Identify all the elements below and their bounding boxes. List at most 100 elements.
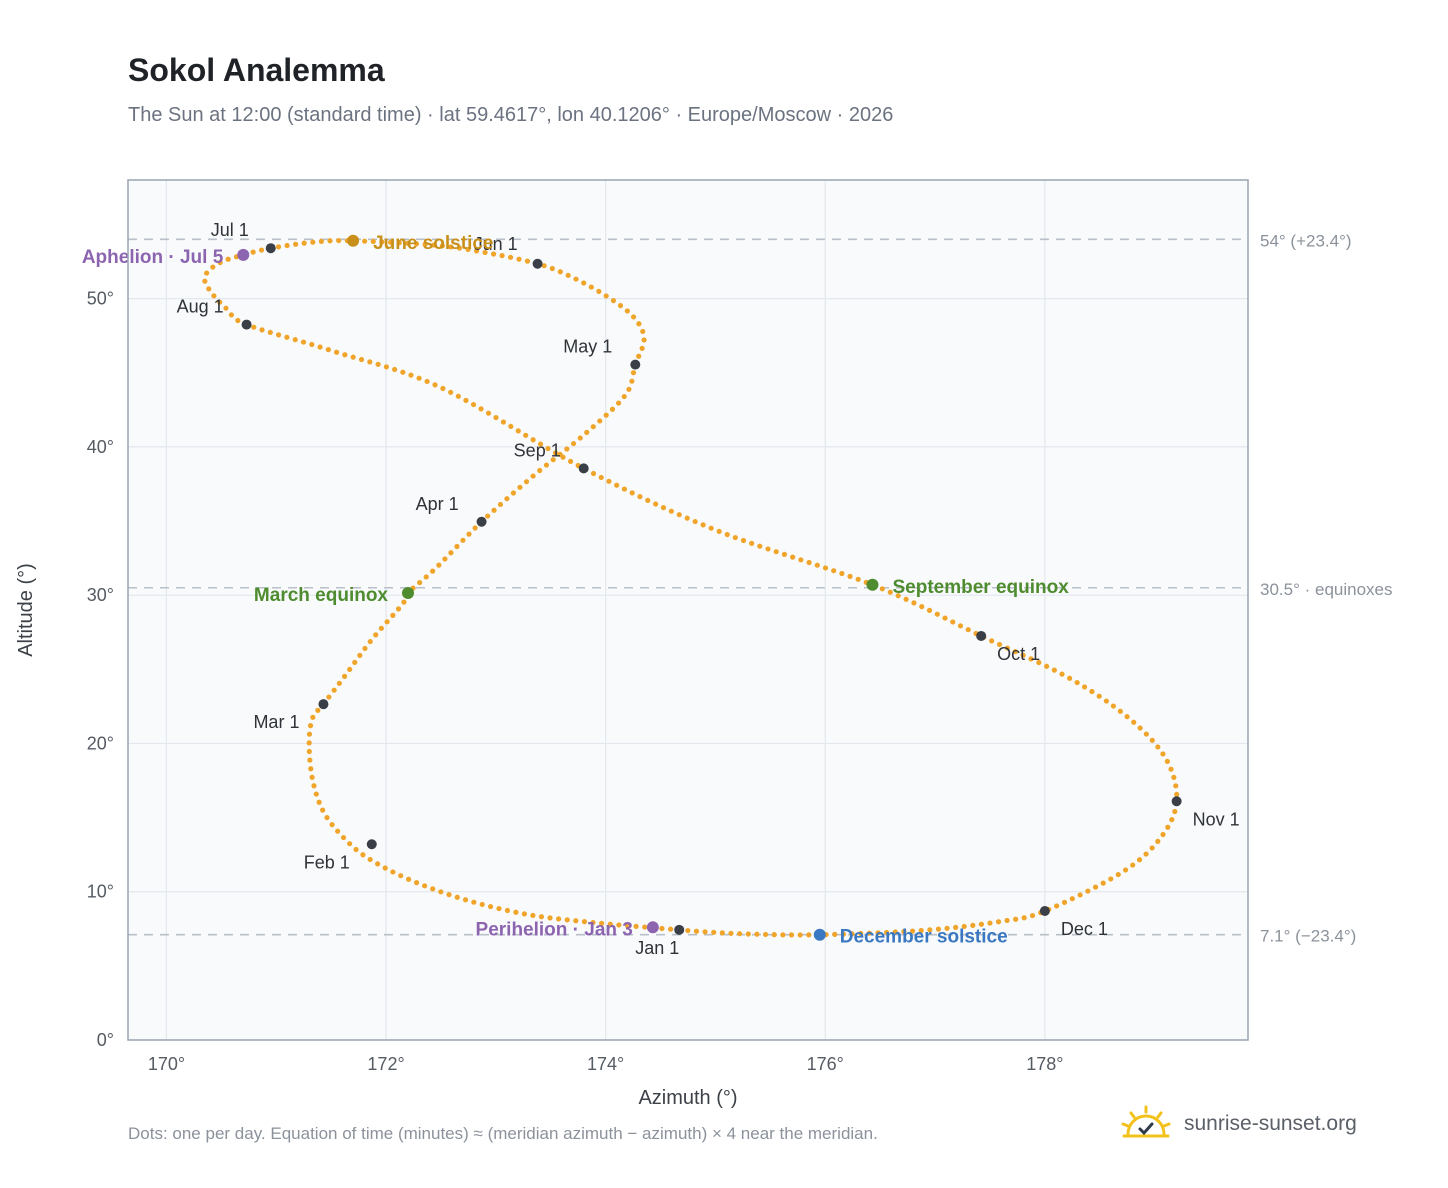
day-dot <box>1021 915 1027 921</box>
day-dot <box>436 562 442 568</box>
day-dot <box>463 397 469 403</box>
x-axis-label: Azimuth (°) <box>638 1087 737 1109</box>
day-dot <box>499 253 505 259</box>
day-dot <box>822 565 829 571</box>
day-dot <box>485 513 491 519</box>
y-tick-label: 10° <box>87 882 114 902</box>
day-dot <box>482 249 488 256</box>
day-dot <box>336 680 342 686</box>
chart-subtitle: The Sun at 12:00 (standard time) · lat 5… <box>128 104 894 126</box>
day-dot <box>1108 876 1114 882</box>
day-dot <box>500 419 507 425</box>
day-dot <box>1069 896 1075 902</box>
day-dot <box>358 356 365 363</box>
reference-line-label: 30.5° · equinoxes <box>1260 580 1393 599</box>
day-dot <box>570 440 577 447</box>
day-dot <box>275 244 282 250</box>
day-dot <box>771 932 777 938</box>
day-dot <box>470 401 477 408</box>
day-dot <box>659 925 665 932</box>
day-dot <box>1067 675 1073 681</box>
day-dot <box>773 549 779 555</box>
day-dot <box>590 919 596 926</box>
day-dot <box>757 543 763 549</box>
day-dot <box>471 899 477 905</box>
day-dot <box>1172 808 1178 815</box>
day-dot <box>504 496 510 502</box>
day-dot <box>384 619 390 625</box>
day-dot <box>515 428 521 434</box>
day-dot <box>737 931 743 937</box>
day-dot <box>309 774 315 780</box>
day-dot <box>430 568 436 574</box>
day-dot <box>325 347 331 353</box>
month-marker <box>318 699 329 710</box>
day-dot <box>953 924 959 931</box>
day-dot <box>629 490 635 496</box>
day-dot <box>524 258 531 264</box>
day-dot <box>1160 831 1166 838</box>
day-dot <box>633 923 639 929</box>
day-dot <box>379 239 385 245</box>
day-dot <box>879 586 885 592</box>
day-dot <box>390 612 396 618</box>
event-marker <box>347 234 360 247</box>
day-dot <box>918 927 924 934</box>
axes: 170° 172° 174° 176° 178° 0° 10° 20° 30° 40° 50° Azi… <box>15 289 1063 1109</box>
day-dot <box>1092 884 1099 890</box>
day-dot <box>1130 862 1136 868</box>
day-dot <box>530 473 536 479</box>
day-dot <box>1124 714 1130 720</box>
month-marker <box>630 359 641 370</box>
day-dot <box>636 353 642 359</box>
x-tick-label: 172° <box>367 1054 404 1074</box>
day-dot <box>732 534 738 541</box>
x-tick-label: 176° <box>807 1054 844 1074</box>
month-label: Nov 1 <box>1193 809 1240 829</box>
day-dot <box>413 880 420 886</box>
day-dot <box>676 512 682 518</box>
day-dot <box>567 458 574 464</box>
day-dot <box>352 659 358 665</box>
day-dot <box>432 382 438 388</box>
day-dot <box>537 441 544 447</box>
y-axis-label: Altitude (°) <box>15 563 37 657</box>
day-dot <box>543 462 550 468</box>
day-dot <box>455 393 461 399</box>
month-label: Jul 1 <box>211 220 249 240</box>
day-dot <box>523 479 530 485</box>
day-dot <box>927 927 933 933</box>
day-dot <box>400 369 406 375</box>
day-dot <box>639 345 645 351</box>
event-label: Perihelion · Jan 3 <box>476 919 633 940</box>
day-dot <box>523 432 529 438</box>
day-dot <box>1136 857 1143 863</box>
month-label: Apr 1 <box>416 494 459 514</box>
day-dot <box>306 740 312 746</box>
day-dot <box>1028 656 1034 662</box>
day-dot <box>507 254 514 260</box>
day-dot <box>357 652 363 658</box>
day-dot <box>316 799 322 805</box>
day-dot <box>310 239 316 245</box>
day-dot <box>840 931 847 937</box>
month-marker <box>578 463 589 474</box>
day-dot <box>333 349 340 355</box>
day-dot <box>326 694 332 700</box>
day-dot <box>350 354 356 360</box>
event-label: March equinox <box>254 585 389 606</box>
day-dot <box>318 238 325 244</box>
day-dot <box>668 508 674 514</box>
day-dot <box>313 791 319 797</box>
reference-lines: 54° (+23.4°) 30.5° · equinoxes 7.1° (−23.4… <box>128 231 1393 946</box>
day-dot <box>1044 663 1050 669</box>
day-dot <box>1061 899 1068 905</box>
day-dot <box>310 714 316 720</box>
brand[interactable]: sunrise-sunset.org <box>1120 1102 1357 1146</box>
day-dot <box>616 922 622 928</box>
day-dot <box>204 270 210 276</box>
day-dot <box>573 276 579 282</box>
day-dot <box>315 707 321 713</box>
day-dot <box>284 334 290 340</box>
day-dot <box>636 321 642 327</box>
